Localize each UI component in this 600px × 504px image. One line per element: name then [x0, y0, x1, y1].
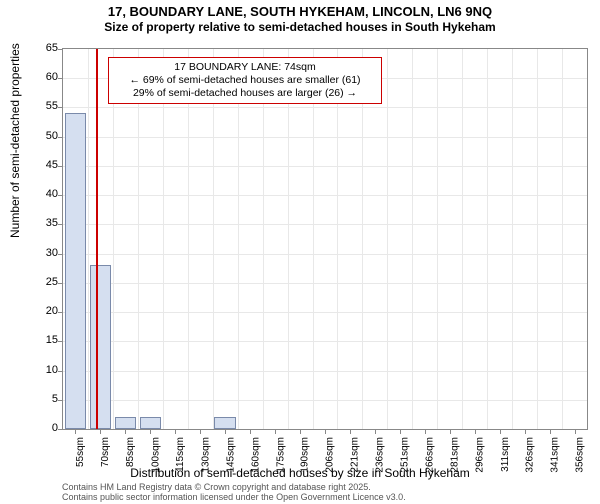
- x-tick: [325, 429, 326, 434]
- bar: [90, 265, 111, 429]
- x-tick: [425, 429, 426, 434]
- x-tick: [225, 429, 226, 434]
- x-tick-label: 85sqm: [125, 437, 136, 467]
- gridline-h: [63, 224, 587, 225]
- x-tick: [350, 429, 351, 434]
- gridline-v: [113, 49, 114, 429]
- property-marker-line: [96, 49, 98, 429]
- gridline-v: [263, 49, 264, 429]
- y-tick: [58, 107, 63, 108]
- x-tick: [500, 429, 501, 434]
- gridline-v: [138, 49, 139, 429]
- chart-plot-area: 55sqm70sqm85sqm100sqm115sqm130sqm145sqm1…: [62, 48, 588, 430]
- gridline-v: [337, 49, 338, 429]
- chart-title-sub: Size of property relative to semi-detach…: [0, 20, 600, 34]
- y-tick: [58, 283, 63, 284]
- x-tick: [200, 429, 201, 434]
- x-tick: [125, 429, 126, 434]
- x-tick: [250, 429, 251, 434]
- x-tick: [175, 429, 176, 434]
- y-tick: [58, 195, 63, 196]
- bar: [65, 113, 86, 429]
- y-tick: [58, 49, 63, 50]
- x-tick: [150, 429, 151, 434]
- footer-line-2: Contains public sector information licen…: [62, 492, 406, 502]
- bar: [115, 417, 136, 429]
- gridline-v: [313, 49, 314, 429]
- x-tick: [275, 429, 276, 434]
- y-tick: [58, 78, 63, 79]
- y-tick-label: 0: [34, 422, 58, 434]
- y-tick: [58, 341, 63, 342]
- gridline-v: [562, 49, 563, 429]
- gridline-v: [512, 49, 513, 429]
- y-tick: [58, 137, 63, 138]
- x-tick: [575, 429, 576, 434]
- gridline-h: [63, 312, 587, 313]
- x-tick: [400, 429, 401, 434]
- x-tick: [525, 429, 526, 434]
- gridline-v: [163, 49, 164, 429]
- y-tick: [58, 254, 63, 255]
- x-tick: [75, 429, 76, 434]
- y-tick-label: 25: [34, 276, 58, 288]
- y-tick-label: 20: [34, 305, 58, 317]
- y-tick-label: 50: [34, 130, 58, 142]
- y-tick-label: 60: [34, 71, 58, 83]
- x-tick: [450, 429, 451, 434]
- x-tick-label: 55sqm: [75, 437, 86, 467]
- gridline-v: [437, 49, 438, 429]
- callout-line-1: 17 BOUNDARY LANE: 74sqm: [114, 61, 376, 74]
- gridline-h: [63, 400, 587, 401]
- gridline-v: [537, 49, 538, 429]
- footer-line-1: Contains HM Land Registry data © Crown c…: [62, 482, 406, 492]
- x-tick: [550, 429, 551, 434]
- y-tick: [58, 224, 63, 225]
- x-axis-label: Distribution of semi-detached houses by …: [0, 466, 600, 480]
- y-tick-label: 5: [34, 393, 58, 405]
- callout-box: 17 BOUNDARY LANE: 74sqm← 69% of semi-det…: [108, 57, 382, 104]
- y-tick-label: 10: [34, 364, 58, 376]
- y-tick-label: 65: [34, 42, 58, 54]
- gridline-h: [63, 371, 587, 372]
- callout-line-3: 29% of semi-detached houses are larger (…: [114, 87, 376, 100]
- gridline-h: [63, 166, 587, 167]
- y-axis-label: Number of semi-detached properties: [8, 43, 22, 238]
- y-tick: [58, 371, 63, 372]
- y-tick-label: 35: [34, 217, 58, 229]
- y-tick-label: 15: [34, 334, 58, 346]
- bar: [140, 417, 161, 429]
- x-tick-label: 70sqm: [100, 437, 111, 467]
- gridline-v: [412, 49, 413, 429]
- x-tick: [375, 429, 376, 434]
- y-tick: [58, 166, 63, 167]
- y-tick: [58, 429, 63, 430]
- y-tick-label: 40: [34, 188, 58, 200]
- y-tick: [58, 400, 63, 401]
- y-tick-label: 45: [34, 159, 58, 171]
- gridline-v: [288, 49, 289, 429]
- bar: [214, 417, 235, 429]
- gridline-h: [63, 283, 587, 284]
- gridline-h: [63, 137, 587, 138]
- gridline-v: [387, 49, 388, 429]
- gridline-h: [63, 341, 587, 342]
- y-tick-label: 55: [34, 100, 58, 112]
- gridline-v: [213, 49, 214, 429]
- gridline-v: [238, 49, 239, 429]
- callout-line-2: ← 69% of semi-detached houses are smalle…: [114, 74, 376, 87]
- y-tick-label: 30: [34, 247, 58, 259]
- gridline-v: [188, 49, 189, 429]
- x-tick: [475, 429, 476, 434]
- gridline-v: [362, 49, 363, 429]
- x-tick: [100, 429, 101, 434]
- chart-title-main: 17, BOUNDARY LANE, SOUTH HYKEHAM, LINCOL…: [0, 4, 600, 19]
- gridline-h: [63, 195, 587, 196]
- gridline-h: [63, 254, 587, 255]
- y-tick: [58, 312, 63, 313]
- gridline-v: [487, 49, 488, 429]
- gridline-v: [462, 49, 463, 429]
- gridline-h: [63, 107, 587, 108]
- x-tick: [300, 429, 301, 434]
